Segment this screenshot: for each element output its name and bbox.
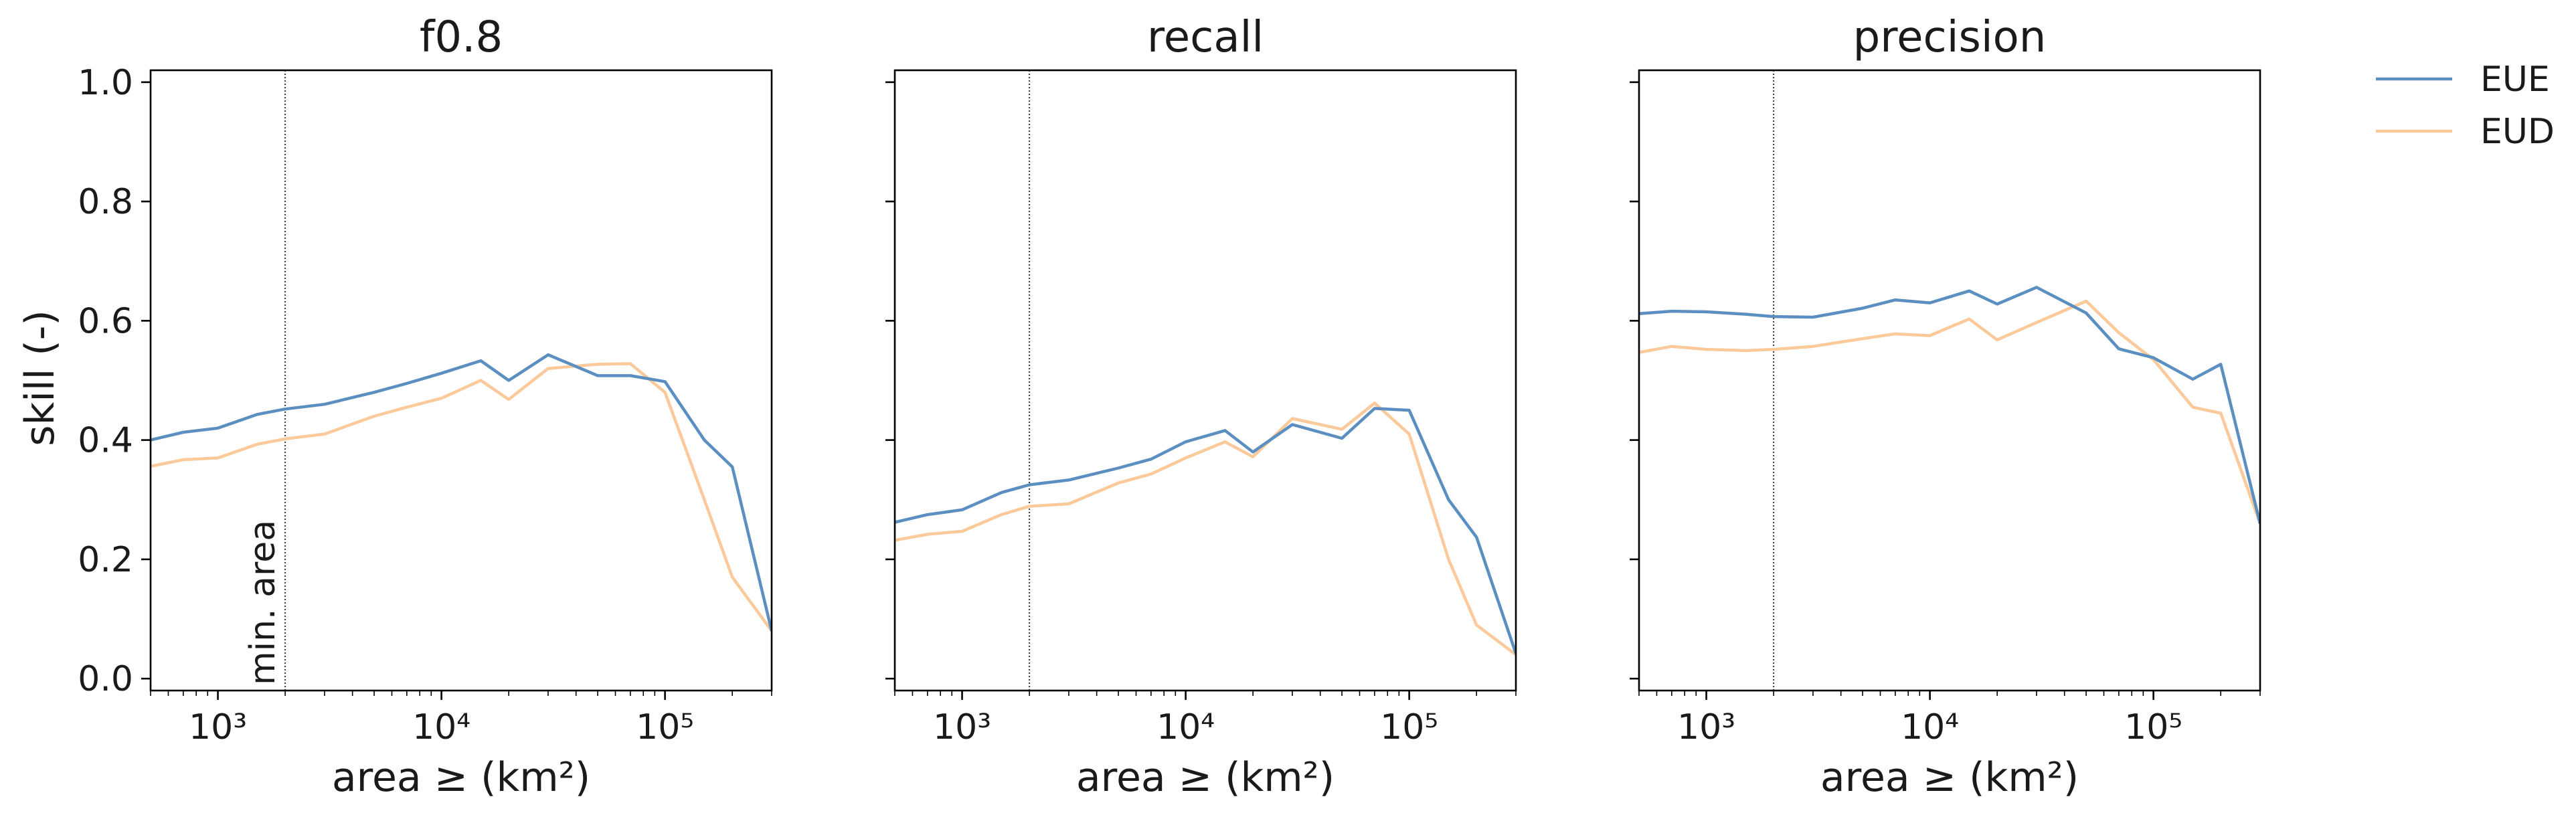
x-tick-label: 10⁵ (2124, 707, 2182, 747)
x-tick-label: 10⁵ (636, 707, 694, 747)
legend: EUE EUD (2376, 60, 2555, 152)
y-tick-label: 0.6 (78, 301, 133, 341)
series-line-eue (1639, 286, 2260, 524)
y-tick-label: 1.0 (78, 63, 133, 103)
plot-frame (893, 69, 1517, 692)
plot-frame (1638, 69, 2261, 692)
x-tick-label: 10³ (933, 707, 991, 747)
series-line-eue (895, 407, 1516, 654)
x-axis-label: area ≥ (km²) (1076, 754, 1335, 801)
panel-precision: precision 10³ 10⁴ 10⁵ area ≥ (km²) (1630, 13, 2261, 801)
panel-recall: recall 10³ 10⁴ 10⁵ area ≥ (km²) (885, 13, 1517, 801)
min-area-annotation: min. area (243, 520, 283, 685)
series-line-eud (1639, 299, 2260, 525)
x-tick-label: 10³ (1677, 707, 1735, 747)
y-axis-label: skill (-) (17, 310, 64, 446)
y-tick-label: 0.8 (78, 182, 133, 222)
y-tick-label: 0.2 (78, 540, 133, 580)
x-tick-label: 10⁴ (1901, 707, 1959, 747)
series-line-eud (151, 362, 772, 632)
x-tick-label: 10⁵ (1380, 707, 1438, 747)
x-tick-label: 10⁴ (1156, 707, 1215, 747)
y-tick-label: 0.0 (78, 659, 133, 699)
panel-title: precision (1853, 13, 2047, 62)
x-tick-label: 10⁴ (412, 707, 470, 747)
x-tick-label: 10³ (189, 707, 247, 747)
panel-f0-8: f0.8 0.0 0.2 0.4 0.6 0.8 1.0 10³ 10⁴ 10⁵ area ≥ (k… (78, 13, 773, 801)
plot-frame (149, 69, 773, 692)
x-axis-label: area ≥ (km²) (332, 754, 590, 801)
y-tick-label: 0.4 (78, 421, 133, 461)
legend-label-eue: EUE (2480, 60, 2550, 100)
panel-title: recall (1147, 13, 1264, 62)
series-line-eue (151, 353, 772, 632)
series-line-eud (895, 401, 1516, 656)
panel-title: f0.8 (420, 13, 503, 62)
panels: f0.8 0.0 0.2 0.4 0.6 0.8 1.0 10³ 10⁴ 10⁵ area ≥ (k… (78, 13, 2261, 801)
x-axis-label: area ≥ (km²) (1820, 754, 2079, 801)
legend-label-eud: EUD (2480, 112, 2555, 152)
